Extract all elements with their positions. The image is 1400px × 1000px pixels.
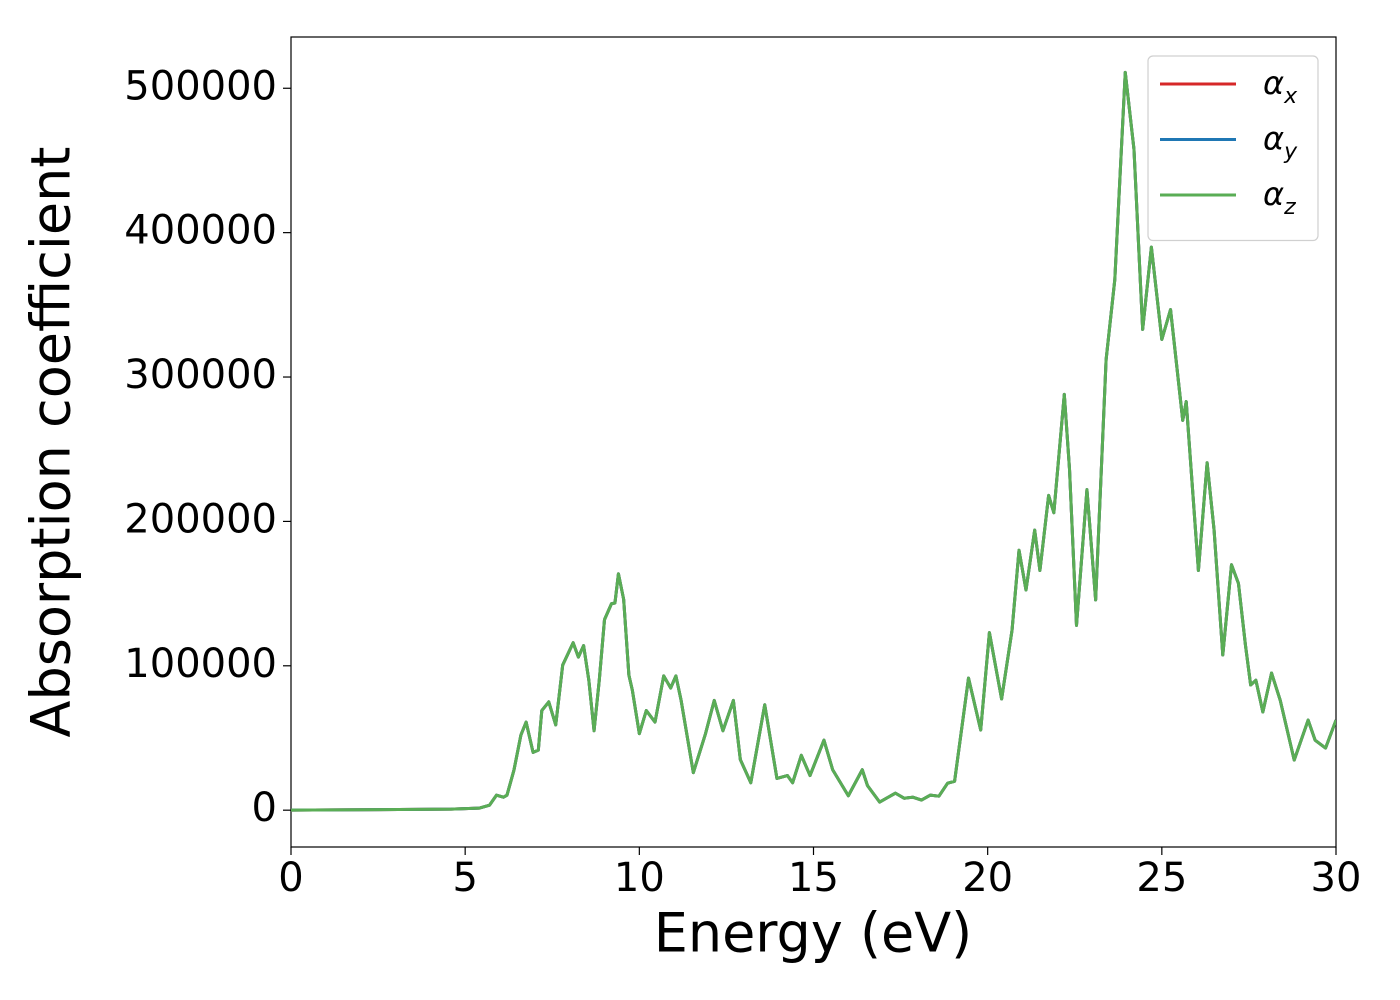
legend-subscript: y bbox=[1283, 140, 1298, 165]
y-axis-label: Absorption coefficient bbox=[20, 147, 83, 738]
x-tick-label: 0 bbox=[278, 855, 303, 901]
y-tick-label: 300000 bbox=[124, 352, 277, 398]
y-tick-label: 100000 bbox=[124, 641, 277, 687]
legend-subscript: x bbox=[1283, 84, 1298, 109]
y-tick-label: 400000 bbox=[124, 208, 277, 254]
y-tick-label: 0 bbox=[252, 785, 277, 831]
y-tick-label: 200000 bbox=[124, 496, 277, 542]
series-line bbox=[291, 70, 1336, 812]
legend-label: αz bbox=[1263, 175, 1296, 220]
x-tick-label: 10 bbox=[614, 855, 665, 901]
legend-symbol: α bbox=[1263, 120, 1284, 158]
legend-subscript: z bbox=[1283, 195, 1296, 220]
x-tick-label: 25 bbox=[1136, 855, 1187, 901]
x-tick-label: 5 bbox=[452, 855, 477, 901]
x-axis-label: Energy (eV) bbox=[654, 902, 973, 965]
legend-label: αx bbox=[1263, 64, 1298, 109]
legend-label: αy bbox=[1263, 120, 1298, 165]
y-tick-label: 500000 bbox=[124, 63, 277, 109]
x-tick-label: 20 bbox=[962, 855, 1013, 901]
x-tick-label: 15 bbox=[788, 855, 839, 901]
x-tick-label: 30 bbox=[1311, 855, 1362, 901]
legend-symbol: α bbox=[1263, 64, 1284, 102]
legend-symbol: α bbox=[1263, 175, 1284, 213]
